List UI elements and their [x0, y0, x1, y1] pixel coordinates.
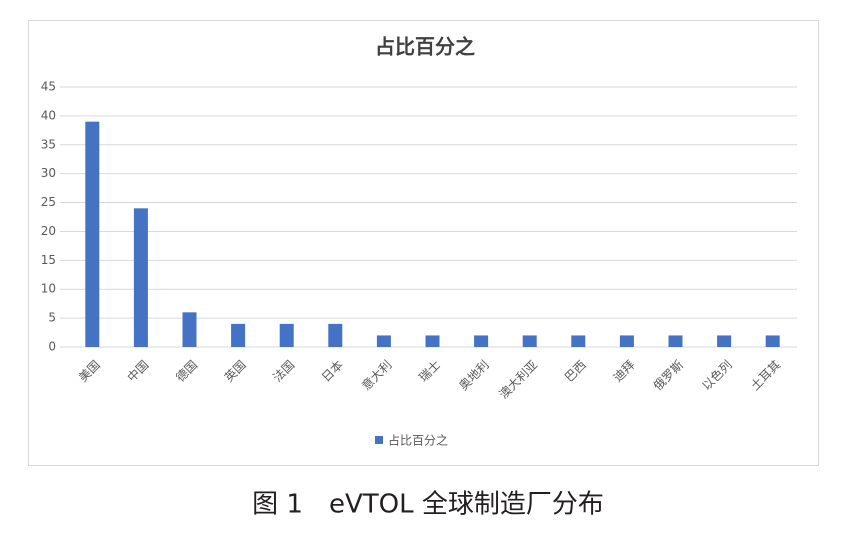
y-tick-label: 0 [48, 340, 56, 354]
y-tick-label: 15 [41, 253, 56, 267]
y-tick-label: 30 [41, 166, 56, 180]
y-tick-label: 45 [41, 80, 56, 94]
bar [474, 335, 489, 347]
y-tick-label: 5 [48, 311, 56, 325]
bar [522, 335, 537, 347]
y-tick-label: 40 [41, 108, 56, 122]
bar [425, 335, 440, 347]
chart-frame [28, 20, 819, 466]
y-tick-label: 10 [41, 282, 56, 296]
bar [668, 335, 683, 347]
bar [231, 323, 246, 347]
bar [619, 335, 634, 347]
bar [182, 312, 197, 347]
bar [376, 335, 391, 347]
bar [765, 335, 780, 347]
legend-label: 占比百分之 [388, 433, 448, 448]
y-tick-label: 20 [41, 224, 56, 238]
bar [571, 335, 586, 347]
figure-caption: 图 1 eVTOL 全球制造厂分布 [252, 490, 604, 520]
legend-swatch [375, 436, 383, 444]
y-tick-label: 35 [41, 137, 56, 151]
bar [279, 323, 294, 347]
bar [133, 208, 148, 347]
y-tick-label: 25 [41, 195, 56, 209]
bar [85, 121, 100, 348]
chart-title: 占比百分之 [375, 35, 475, 59]
bar [717, 335, 732, 347]
bar [328, 323, 343, 347]
